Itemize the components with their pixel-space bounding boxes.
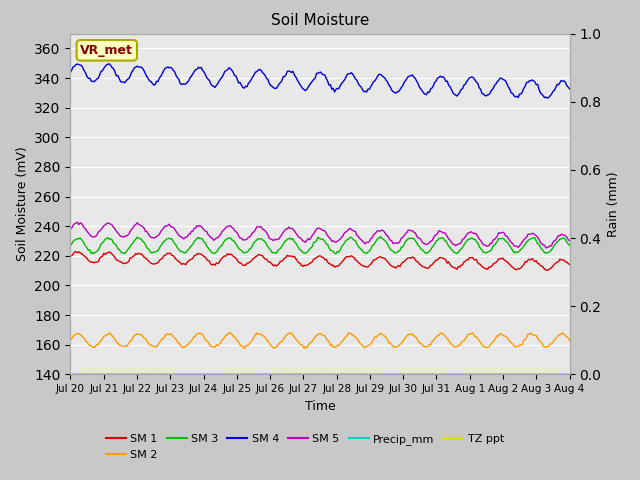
- SM 5: [542, 245, 550, 251]
- SM 2: [234, 337, 241, 343]
- SM 1: [543, 267, 551, 273]
- SM 2: [241, 346, 248, 351]
- SM 3: [566, 242, 573, 248]
- Line: SM 1: SM 1: [70, 252, 570, 270]
- SM 2: [243, 343, 251, 348]
- SM 2: [225, 330, 233, 336]
- X-axis label: Time: Time: [305, 400, 335, 413]
- TZ ppt: [566, 372, 573, 377]
- TZ ppt: [128, 371, 136, 377]
- SM 1: [129, 253, 137, 259]
- SM 4: [234, 77, 241, 83]
- Line: SM 5: SM 5: [70, 222, 570, 248]
- Precip_mm: [128, 372, 136, 377]
- SM 5: [67, 226, 74, 232]
- TZ ppt: [428, 371, 436, 376]
- TZ ppt: [67, 371, 74, 377]
- SM 4: [543, 95, 551, 101]
- SM 3: [377, 234, 385, 240]
- SM 2: [215, 341, 223, 347]
- SM 4: [217, 76, 225, 82]
- SM 5: [242, 237, 250, 243]
- SM 2: [566, 338, 573, 344]
- SM 1: [540, 264, 547, 270]
- SM 4: [540, 93, 547, 99]
- SM 5: [129, 225, 137, 231]
- SM 5: [217, 232, 225, 238]
- SM 2: [287, 330, 295, 336]
- Y-axis label: Rain (mm): Rain (mm): [607, 171, 620, 237]
- TZ ppt: [370, 372, 378, 377]
- SM 5: [234, 230, 241, 236]
- SM 4: [106, 61, 113, 67]
- Precip_mm: [285, 372, 292, 377]
- SM 4: [242, 84, 250, 89]
- SM 3: [541, 250, 548, 256]
- SM 1: [566, 262, 573, 267]
- TZ ppt: [215, 371, 223, 377]
- TZ ppt: [285, 371, 292, 377]
- Precip_mm: [215, 372, 223, 377]
- SM 2: [128, 337, 136, 343]
- SM 1: [234, 257, 241, 263]
- SM 3: [242, 249, 250, 255]
- Precip_mm: [538, 372, 546, 377]
- Precip_mm: [232, 372, 240, 377]
- SM 4: [286, 69, 294, 74]
- Precip_mm: [241, 372, 248, 377]
- SM 1: [67, 253, 74, 259]
- SM 1: [286, 253, 294, 259]
- Title: Soil Moisture: Soil Moisture: [271, 13, 369, 28]
- TZ ppt: [241, 371, 248, 377]
- SM 1: [72, 249, 80, 254]
- Line: SM 2: SM 2: [70, 333, 570, 348]
- SM 3: [234, 243, 241, 249]
- Line: TZ ppt: TZ ppt: [70, 373, 570, 374]
- SM 3: [67, 243, 74, 249]
- SM 3: [286, 235, 294, 241]
- SM 3: [88, 251, 95, 257]
- SM 5: [286, 226, 294, 231]
- SM 4: [67, 70, 74, 75]
- SM 2: [541, 344, 548, 350]
- Precip_mm: [566, 372, 573, 377]
- SM 3: [217, 243, 225, 249]
- SM 1: [242, 263, 250, 268]
- TZ ppt: [541, 371, 548, 377]
- TZ ppt: [232, 371, 240, 377]
- Legend: SM 1, SM 2, SM 3, SM 4, SM 5, Precip_mm, TZ ppt: SM 1, SM 2, SM 3, SM 4, SM 5, Precip_mm,…: [102, 430, 508, 464]
- SM 2: [67, 337, 74, 343]
- Precip_mm: [67, 372, 74, 377]
- SM 5: [74, 219, 81, 225]
- SM 4: [129, 67, 137, 73]
- SM 5: [540, 242, 547, 248]
- SM 3: [129, 240, 137, 246]
- Text: VR_met: VR_met: [81, 44, 133, 57]
- Line: SM 4: SM 4: [70, 64, 570, 98]
- SM 5: [566, 238, 573, 244]
- Y-axis label: Soil Moisture (mV): Soil Moisture (mV): [15, 146, 29, 262]
- SM 1: [217, 257, 225, 263]
- Line: SM 3: SM 3: [70, 237, 570, 254]
- SM 4: [566, 86, 573, 92]
